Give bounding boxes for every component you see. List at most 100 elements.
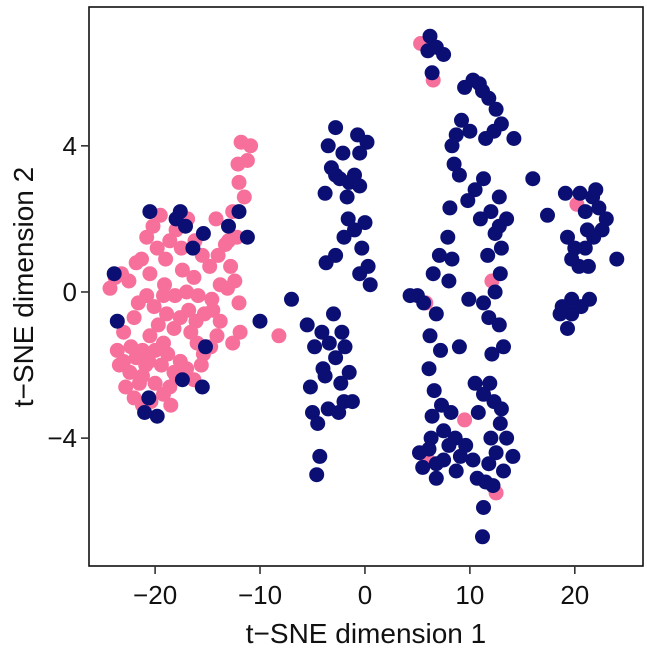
- y-axis-ticks: −4 0 4: [47, 131, 89, 453]
- scatter-point-s1-16: [137, 405, 153, 420]
- scatter-point-s1-77: [488, 101, 504, 117]
- scatter-point-s1-151: [591, 200, 607, 216]
- scatter-point-s1-129: [485, 478, 501, 494]
- scatter-point-s0-82: [271, 328, 287, 344]
- scatter-point-s0-35: [142, 328, 158, 344]
- scatter-point-s1-179: [461, 291, 477, 307]
- scatter-point-s1-99: [476, 295, 491, 311]
- scatter-point-s1-145: [499, 430, 515, 446]
- scatter-point-s1-20: [307, 339, 323, 355]
- scatter-point-s1-63: [357, 215, 373, 231]
- scatter-point-s1-81: [462, 123, 478, 139]
- scatter-point-s1-177: [428, 456, 444, 472]
- scatter-point-s0-83: [208, 211, 224, 227]
- scatter-point-s0-95: [209, 328, 225, 344]
- scatter-point-s1-133: [505, 448, 521, 464]
- x-tick-label: −20: [133, 580, 177, 610]
- scatter-point-s0-89: [174, 262, 190, 278]
- scatter-point-s0-27: [156, 288, 171, 304]
- scatter-point-s1-164: [564, 251, 580, 267]
- scatter-point-s1-33: [341, 364, 357, 380]
- scatter-point-s0-91: [162, 379, 178, 395]
- scatter-point-s0-77: [221, 233, 236, 249]
- scatter-point-s1-91: [483, 204, 499, 220]
- scatter-point-s0-24: [190, 288, 206, 304]
- scatter-point-s1-143: [415, 459, 431, 475]
- scatter-point-s1-96: [480, 247, 496, 263]
- scatter-point-s1-115: [424, 408, 440, 424]
- scatter-point-s0-4: [139, 229, 155, 245]
- scatter-point-s1-149: [577, 204, 593, 220]
- scatter-point-s0-37: [159, 306, 175, 322]
- scatter-point-s0-86: [193, 357, 209, 373]
- scatter-point-s1-61: [331, 405, 347, 420]
- scatter-point-s1-104: [440, 229, 456, 245]
- scatter-point-s1-174: [506, 131, 522, 146]
- scatter-point-s1-15: [141, 390, 157, 406]
- scatter-point-s1-136: [476, 386, 491, 402]
- scatter-point-s1-67: [422, 28, 438, 44]
- scatter-point-s0-74: [230, 156, 246, 172]
- y-axis-title: t−SNE dimension 2: [8, 167, 39, 407]
- scatter-point-s0-75: [236, 189, 252, 205]
- scatter-point-s1-42: [317, 185, 333, 201]
- scatter-point-s1-138: [482, 375, 498, 391]
- scatter-point-s1-29: [314, 324, 330, 340]
- scatter-point-s1-176: [451, 339, 467, 355]
- scatter-point-s1-107: [431, 247, 447, 263]
- scatter-point-s1-113: [426, 383, 442, 399]
- scatter-point-s1-92: [491, 189, 507, 205]
- scatter-point-s0-45: [183, 324, 199, 340]
- scatter-point-s0-66: [147, 375, 163, 391]
- scatter-point-s0-80: [232, 324, 248, 340]
- scatter-point-s1-139: [470, 405, 486, 420]
- scatter-point-s1-53: [360, 258, 376, 274]
- scatter-point-s1-40: [340, 211, 356, 227]
- scatter-point-s0-100: [457, 412, 473, 428]
- scatter-point-s0-70: [231, 174, 247, 190]
- scatter-point-s1-144: [475, 529, 490, 545]
- scatter-point-s1-132: [496, 463, 511, 479]
- y-tick-label: −4: [47, 423, 77, 453]
- scatter-point-s1-25: [309, 467, 325, 483]
- scatter-point-s0-69: [131, 375, 147, 391]
- scatter-point-s1-56: [359, 134, 375, 150]
- scatter-point-s1-41: [347, 222, 362, 238]
- scatter-point-s1-85: [444, 138, 460, 154]
- scatter-point-s1-31: [333, 375, 349, 391]
- scatter-point-s1-30: [328, 350, 344, 366]
- scatter-point-s0-90: [156, 335, 171, 351]
- scatter-point-s1-161: [588, 182, 604, 198]
- scatter-point-s0-5: [145, 218, 161, 234]
- scatter-point-s1-8: [221, 218, 236, 234]
- scatter-point-s0-16: [202, 258, 218, 274]
- scatter-point-s0-79: [231, 295, 247, 311]
- scatter-point-s0-23: [204, 291, 220, 307]
- scatter-point-s0-92: [111, 357, 127, 373]
- scatter-point-s0-88: [186, 269, 202, 285]
- scatter-point-s1-111: [433, 342, 448, 358]
- scatter-point-s1-46: [328, 120, 344, 136]
- scatter-point-s1-36: [326, 306, 341, 322]
- scatter-point-s0-68: [163, 397, 179, 413]
- scatter-point-s1-21: [302, 379, 318, 395]
- scatter-point-s1-125: [458, 437, 474, 453]
- scatter-point-s1-50: [352, 178, 368, 194]
- scatter-point-s1-13: [174, 372, 190, 388]
- scatter-point-s1-126: [465, 452, 481, 468]
- scatter-point-s1-119: [428, 470, 444, 486]
- scatter-point-s0-87: [138, 357, 154, 373]
- scatter-point-s1-141: [443, 405, 459, 420]
- scatter-point-s1-54: [362, 277, 378, 293]
- scatter-point-s0-7: [149, 240, 165, 256]
- scatter-point-s1-35: [337, 339, 353, 355]
- scatter-point-s1-137: [484, 346, 500, 362]
- scatter-point-s0-94: [134, 251, 149, 267]
- scatter-point-s1-97: [492, 266, 508, 282]
- x-tick-label: 10: [455, 580, 484, 610]
- scatter-point-s0-12: [173, 240, 189, 256]
- scatter-point-s1-160: [525, 171, 541, 187]
- scatter-point-s1-71: [424, 65, 440, 81]
- scatter-point-s1-148: [572, 185, 588, 201]
- scatter-point-s0-26: [167, 288, 183, 304]
